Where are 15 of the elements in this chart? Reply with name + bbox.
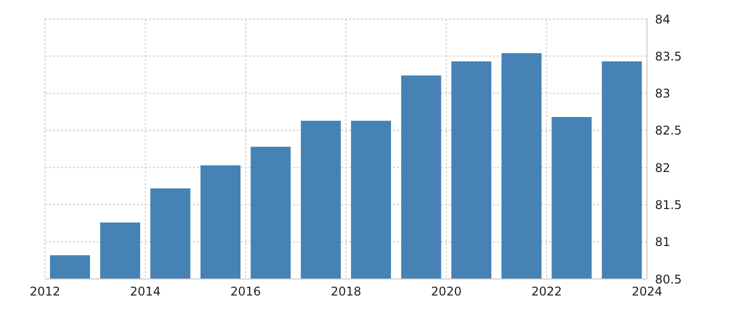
y-tick-label: 81 — [655, 235, 670, 250]
y-tick-label: 82 — [655, 160, 670, 175]
x-tick-label: 2014 — [130, 284, 161, 299]
y-tick-label: 83.5 — [655, 49, 682, 64]
y-tick-label: 84 — [655, 12, 670, 26]
x-tick-label: 2016 — [230, 284, 261, 299]
y-tick-label: 83 — [655, 86, 670, 101]
y-tick-label: 82.5 — [655, 124, 682, 138]
x-tick-label: 2012 — [30, 284, 60, 299]
x-tick-label: 2022 — [531, 284, 562, 299]
x-tick-label: 2024 — [632, 284, 662, 299]
x-tick-label: 2020 — [431, 284, 462, 299]
x-tick-label: 2018 — [330, 284, 362, 299]
y-tick-label: 81.5 — [655, 198, 682, 212]
y-tick-label: 80.5 — [655, 272, 682, 286]
